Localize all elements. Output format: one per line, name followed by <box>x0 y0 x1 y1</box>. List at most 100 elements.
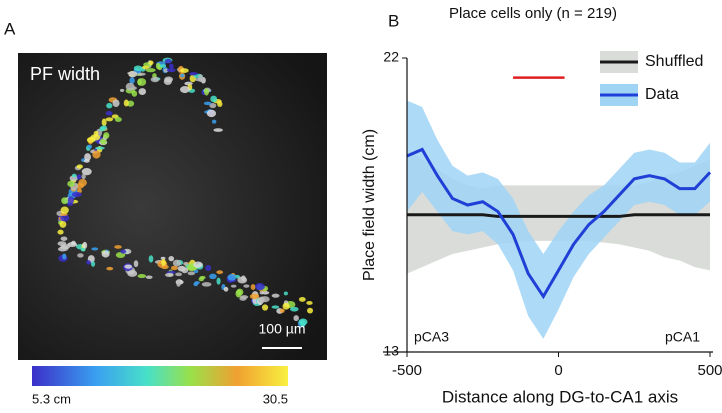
cell <box>209 273 217 280</box>
cell <box>169 63 174 69</box>
cell <box>206 109 217 118</box>
cell <box>61 197 69 205</box>
cell <box>57 241 67 246</box>
cell <box>160 256 166 260</box>
cell <box>261 304 269 311</box>
cell <box>131 90 138 97</box>
cell <box>145 275 153 279</box>
cell <box>137 78 147 86</box>
cell <box>138 88 147 95</box>
cell <box>123 99 129 107</box>
cell <box>76 164 83 169</box>
cell <box>67 180 75 187</box>
cell <box>198 74 203 83</box>
cell <box>249 293 260 300</box>
colorbar-max: 30.5 <box>263 391 288 406</box>
cell <box>92 150 101 159</box>
cell <box>105 111 113 116</box>
cell <box>82 241 88 249</box>
cell <box>240 295 249 299</box>
cell <box>120 88 125 93</box>
cell <box>129 77 135 84</box>
cell <box>148 60 154 66</box>
panel-label: B <box>388 11 399 30</box>
colorbar <box>32 366 288 386</box>
cell <box>211 119 217 124</box>
cell <box>209 102 217 109</box>
annotation: pCA1 <box>665 329 700 345</box>
y-axis-label: Place field width (cm) <box>361 129 378 281</box>
cell <box>77 253 84 258</box>
legend-label: Shuffled <box>645 53 703 70</box>
cell <box>194 281 200 285</box>
cell <box>101 118 107 127</box>
cell <box>187 271 196 276</box>
cell <box>81 173 86 180</box>
error-band <box>407 100 710 339</box>
cell <box>306 300 313 305</box>
cell <box>307 307 314 314</box>
cell <box>293 315 299 322</box>
cell <box>86 260 91 265</box>
cell <box>236 288 244 296</box>
cell <box>80 247 86 252</box>
cell <box>124 264 133 269</box>
cell <box>84 153 91 161</box>
cell <box>106 102 113 109</box>
cell <box>216 277 221 285</box>
cell <box>283 291 288 296</box>
cell <box>203 101 212 106</box>
cell <box>216 270 224 275</box>
cell <box>298 297 306 302</box>
colorbar-min: 5.3 cm <box>32 391 71 406</box>
cell <box>213 128 223 132</box>
cell <box>300 320 306 328</box>
cell <box>204 88 209 96</box>
y-tick-label: 13 <box>383 343 399 359</box>
cell <box>258 296 265 304</box>
cell <box>183 262 188 266</box>
cell <box>181 267 189 274</box>
cell <box>180 68 189 73</box>
cell <box>87 144 93 149</box>
cell <box>290 306 299 312</box>
cell <box>78 178 87 187</box>
x-tick-label: 500 <box>697 362 722 379</box>
cell <box>205 264 212 272</box>
cell <box>105 117 114 122</box>
chart-title: Place cells only (n = 219) <box>449 5 617 22</box>
cell <box>114 245 122 249</box>
cell <box>114 117 122 122</box>
cell <box>71 173 77 178</box>
cell <box>133 260 139 268</box>
cell <box>62 253 67 260</box>
x-axis-label: Distance along DG-to-CA1 axis <box>442 387 678 406</box>
cell <box>91 247 99 251</box>
error-band <box>407 149 710 274</box>
cell <box>159 64 167 68</box>
cell <box>164 58 172 64</box>
cell <box>230 284 237 288</box>
cell <box>81 168 92 176</box>
cell <box>250 284 256 290</box>
image-title: PF width <box>30 64 100 84</box>
cell <box>271 305 280 309</box>
cell <box>161 258 166 266</box>
cell <box>93 130 99 137</box>
cell <box>166 68 176 73</box>
cell <box>60 214 70 222</box>
cell <box>76 174 82 180</box>
cell <box>201 282 212 287</box>
cell <box>271 293 280 298</box>
cell <box>210 95 218 103</box>
cell <box>112 99 120 107</box>
cell <box>175 272 183 277</box>
cell <box>106 266 114 271</box>
cell <box>137 274 147 279</box>
cell <box>57 229 64 235</box>
cell <box>71 240 76 245</box>
legend-label: Data <box>645 86 679 103</box>
cell <box>259 291 264 295</box>
cell <box>125 82 135 91</box>
